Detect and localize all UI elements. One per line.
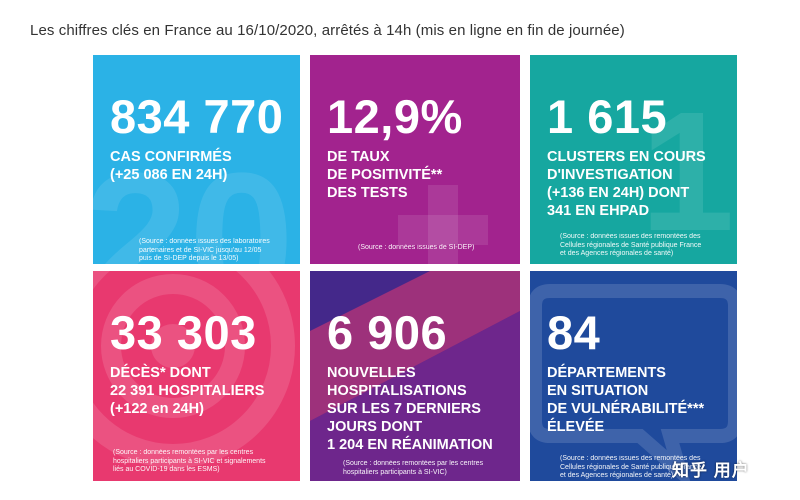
stat-label: DÉPARTEMENTS EN SITUATION DE VULNÉRABILI… [547,365,705,435]
stat-source: (Source : données issues de SI-DEP) [358,244,475,251]
stat-source: (Source : données issues des remontées d… [560,233,702,257]
stat-source: (Source : données issues des remontées d… [560,455,702,479]
card-deaths: 33 303 DÉCÈS* DONT 22 391 HOSPITALIERS (… [93,271,300,481]
stat-source: (Source : données issues des laboratoire… [139,238,270,262]
watermark: 知乎 用户 [672,461,750,480]
stat-value: 834 770 [110,90,284,143]
stat-value: 6 906 [327,306,448,359]
card-hospitalisations: 6 906 NOUVELLES HOSPITALISATIONS SUR LES… [310,271,520,481]
stat-value: 12,9% [327,90,463,143]
card-clusters: 1 1 615 CLUSTERS EN COURS D'INVESTIGATIO… [530,55,737,264]
stat-source: (Source : données remontées par les cent… [113,449,266,473]
stat-label: CLUSTERS EN COURS D'INVESTIGATION (+136 … [547,149,706,219]
stat-label: DÉCÈS* DONT 22 391 HOSPITALIERS (+122 en… [110,365,265,417]
stat-label: CAS CONFIRMÉS (+25 086 EN 24H) [110,149,232,183]
stat-value: 84 [547,306,601,359]
stat-value: 1 615 [547,90,668,143]
page-heading: Les chiffres clés en France au 16/10/202… [30,22,625,39]
card-positivity-rate: 12,9% DE TAUX DE POSITIVITÉ** DES TESTS … [310,55,520,264]
stat-label: NOUVELLES HOSPITALISATIONS SUR LES 7 DER… [327,365,493,453]
stat-source: (Source : données remontées par les cent… [343,460,484,476]
stat-value: 33 303 [110,306,257,359]
card-confirmed-cases: 20 834 770 CAS CONFIRMÉS (+25 086 EN 24H… [93,55,300,264]
card-vulnerability: 84 DÉPARTEMENTS EN SITUATION DE VULNÉRAB… [530,271,737,481]
stat-label: DE TAUX DE POSITIVITÉ** DES TESTS [327,149,443,201]
